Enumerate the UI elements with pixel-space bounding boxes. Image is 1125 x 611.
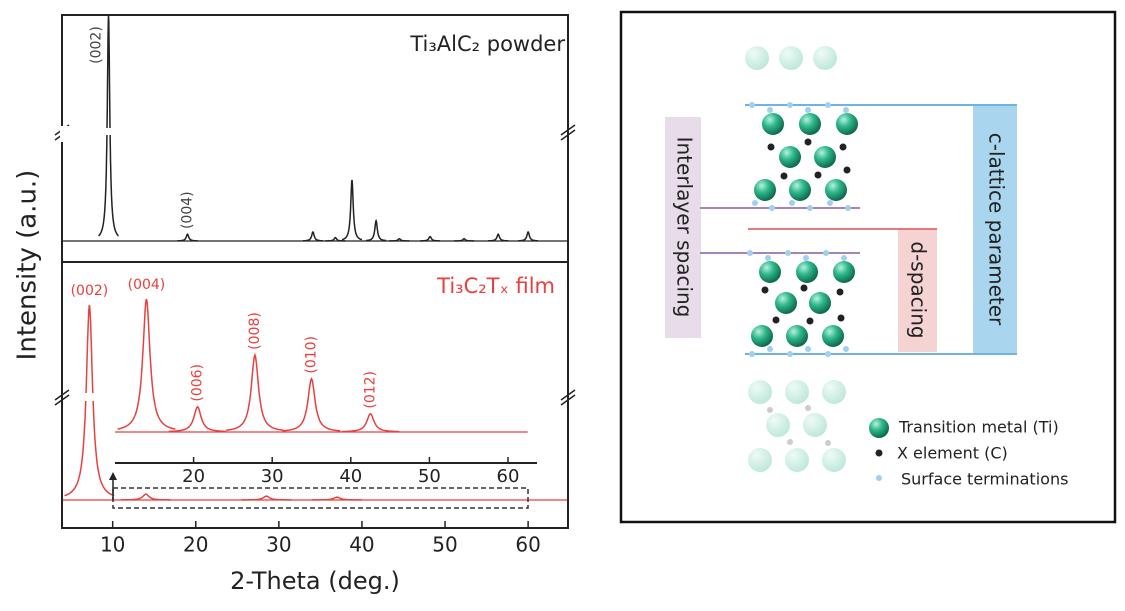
mxene-layer <box>751 113 858 347</box>
x-tick-label: 40 <box>349 533 374 557</box>
peak-label: (004) <box>128 277 166 293</box>
plot-frame <box>61 14 569 529</box>
inset-x-tick-label: 40 <box>339 466 362 487</box>
interlayer-label: Interlayer spacing <box>673 137 697 318</box>
peak <box>365 219 387 242</box>
x-tick-label: 20 <box>183 533 208 557</box>
peak <box>325 236 346 242</box>
peak <box>303 231 323 242</box>
peak-label: (002) <box>71 283 109 299</box>
legend-label: Transition metal (Ti) <box>898 418 1059 437</box>
peak <box>487 233 509 242</box>
terminations <box>747 102 851 357</box>
peak <box>453 237 475 242</box>
y-axis-label: Intensity (a.u.) <box>13 170 43 361</box>
inset-x-tick-label: 30 <box>261 466 284 487</box>
faded-layer-bottom <box>748 380 846 472</box>
peak <box>420 235 440 242</box>
zoom-box <box>112 487 529 509</box>
series-name: Ti₃AlC₂ powder <box>409 32 565 56</box>
peak-label: (008) <box>247 312 263 350</box>
peak-label: (002) <box>89 26 105 64</box>
series-name: Ti₃C₂Tₓ film <box>436 274 555 298</box>
d-spacing-label: d-spacing <box>907 241 931 338</box>
peak <box>64 304 115 497</box>
peak <box>518 231 539 242</box>
diagram-frame <box>619 10 1117 524</box>
axis-breaks <box>54 124 576 406</box>
x-axis-label: 2-Theta (deg.) <box>230 567 400 595</box>
peak <box>341 412 400 433</box>
peak <box>121 493 171 501</box>
d-spacing-band <box>898 229 937 352</box>
break-gap <box>81 393 98 401</box>
peak <box>282 377 341 432</box>
legend-icon <box>869 418 889 438</box>
break-gap <box>60 126 70 142</box>
inset-x-tick-label: 60 <box>497 466 520 487</box>
carbon-atoms <box>761 138 851 325</box>
peak <box>225 352 284 432</box>
peak <box>312 496 362 501</box>
legend-icon <box>875 449 883 457</box>
legend-icon <box>876 475 882 481</box>
peak-label: (004) <box>179 191 195 229</box>
peak-label: (012) <box>362 371 378 409</box>
x-tick-label: 60 <box>515 533 540 557</box>
interlayer-band <box>665 117 701 338</box>
zoom-arrow-head <box>109 472 117 480</box>
inset-x-tick-label: 50 <box>418 466 441 487</box>
x-tick-label: 50 <box>432 533 457 557</box>
peak <box>389 237 410 242</box>
legend-label: X element (C) <box>897 444 1008 463</box>
peak <box>168 405 227 433</box>
legend-label: Surface terminations <box>901 470 1068 489</box>
peak <box>241 495 292 501</box>
x-tick-label: 30 <box>266 533 291 557</box>
c-lattice-band <box>973 105 1017 353</box>
inset-x-tick-label: 20 <box>182 466 205 487</box>
peak <box>177 233 198 242</box>
break-gap <box>102 128 115 135</box>
peak-label: (010) <box>304 336 320 374</box>
peak <box>341 179 363 241</box>
faded-layer-top <box>745 46 837 70</box>
x-tick-label: 10 <box>100 533 125 557</box>
c-lattice-label: c-lattice parameter <box>985 133 1009 326</box>
plot-area: 10 20 30 40 50 60 (002) (004) Ti₃AlC₂ powder (002… <box>60 14 568 557</box>
peak <box>98 14 119 237</box>
peak <box>117 298 176 430</box>
peak-label: (006) <box>190 364 206 402</box>
